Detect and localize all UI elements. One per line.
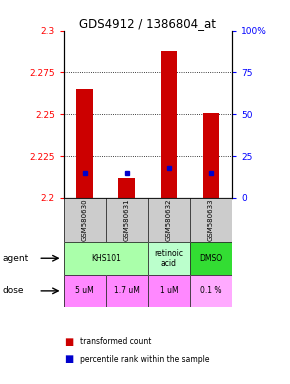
Text: GSM580633: GSM580633 xyxy=(208,199,214,241)
Bar xyxy=(118,178,135,198)
Text: GSM580631: GSM580631 xyxy=(124,199,130,241)
Title: GDS4912 / 1386804_at: GDS4912 / 1386804_at xyxy=(79,17,216,30)
Text: 1 uM: 1 uM xyxy=(160,286,178,295)
Text: 0.1 %: 0.1 % xyxy=(200,286,222,295)
Text: ■: ■ xyxy=(64,337,73,347)
Text: 5 uM: 5 uM xyxy=(75,286,94,295)
Text: percentile rank within the sample: percentile rank within the sample xyxy=(80,354,209,364)
Text: 1.7 uM: 1.7 uM xyxy=(114,286,140,295)
Text: dose: dose xyxy=(3,286,24,295)
Text: ■: ■ xyxy=(64,354,73,364)
Bar xyxy=(76,89,93,198)
Text: retinoic
acid: retinoic acid xyxy=(155,248,184,268)
Text: GSM580630: GSM580630 xyxy=(82,199,88,241)
Text: DMSO: DMSO xyxy=(200,254,222,263)
Bar xyxy=(161,51,177,198)
Text: GSM580632: GSM580632 xyxy=(166,199,172,241)
Text: KHS101: KHS101 xyxy=(91,254,121,263)
Text: transformed count: transformed count xyxy=(80,337,151,346)
Text: agent: agent xyxy=(3,254,29,263)
Bar xyxy=(202,113,219,198)
